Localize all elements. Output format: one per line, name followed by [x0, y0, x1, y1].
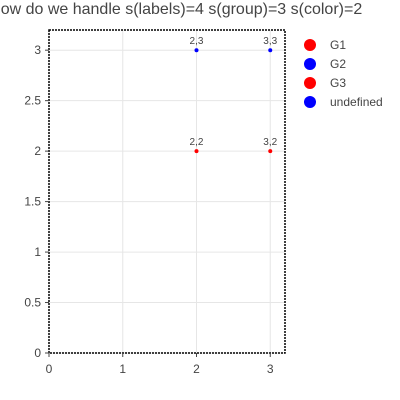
legend-marker — [304, 39, 316, 51]
y-tick-label: 2.5 — [24, 94, 41, 108]
legend-item-label: undefined — [330, 95, 383, 109]
legend-item-label: G3 — [330, 76, 346, 90]
y-tick-label: 2 — [34, 144, 41, 158]
chart-title: how do we handle s(labels)=4 s(group)=3 … — [0, 1, 362, 18]
axis-ticks: 0 1 2 3 0 0.5 1 1.5 2 2.5 3 — [24, 43, 274, 376]
y-tick-label: 0.5 — [24, 296, 41, 310]
legend-item-label: G2 — [330, 57, 346, 71]
x-tick-label: 2 — [193, 362, 200, 376]
y-tick-label: 3 — [34, 43, 41, 57]
data-point — [194, 48, 199, 53]
grid-lines — [48, 30, 285, 354]
data-label: 3,3 — [263, 36, 277, 47]
legend-marker — [304, 96, 316, 108]
x-tick-label: 3 — [267, 362, 274, 376]
data-point — [194, 149, 199, 154]
y-tick-label: 1 — [34, 245, 41, 259]
data-points: 2,2 2,3 3,2 3,3 — [190, 36, 278, 154]
legend-item-label: G1 — [330, 38, 346, 52]
legend-marker — [304, 58, 316, 70]
y-tick-label: 0 — [34, 346, 41, 360]
legend: G1 G2 G3 undefined — [304, 38, 383, 109]
data-label: 2,2 — [190, 137, 204, 148]
x-tick-label: 1 — [119, 362, 126, 376]
data-point — [268, 149, 273, 154]
x-tick-label: 0 — [46, 362, 53, 376]
data-label: 3,2 — [263, 137, 277, 148]
plot-area-frame — [48, 29, 286, 354]
y-tick-label: 1.5 — [24, 195, 41, 209]
legend-marker — [304, 77, 316, 89]
data-label: 2,3 — [190, 36, 204, 47]
data-point — [268, 48, 273, 53]
